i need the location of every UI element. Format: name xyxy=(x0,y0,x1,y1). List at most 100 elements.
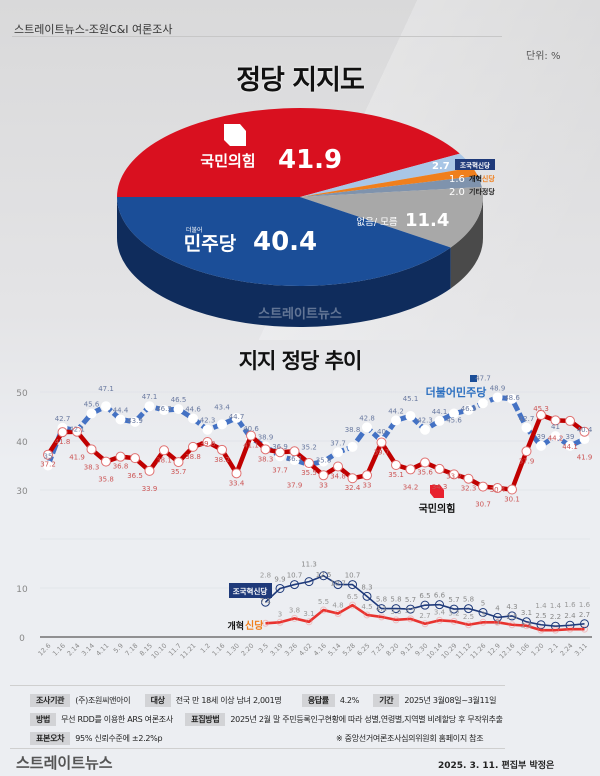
data-label: 1.4 xyxy=(550,602,562,610)
data-point xyxy=(449,408,459,419)
value-target: 전국 만 18세 이상 남녀 2,001명 xyxy=(175,696,282,705)
data-point xyxy=(565,415,575,426)
slice-label-ppp: 국민의힘 xyxy=(200,152,255,170)
data-label: 43.4 xyxy=(214,403,230,411)
data-label: 38.9 xyxy=(258,433,274,441)
data-point xyxy=(507,484,517,495)
x-tick-label: 9.12 xyxy=(399,642,415,658)
data-label: 43.9 xyxy=(127,417,143,425)
data-label: 37.7 xyxy=(330,439,346,447)
pie-slice xyxy=(117,197,451,286)
data-point xyxy=(347,473,358,484)
data-label: 46.3 xyxy=(461,405,477,413)
data-point xyxy=(391,415,401,426)
data-label: 41.9 xyxy=(577,454,593,462)
data-label: 33 xyxy=(363,481,372,489)
data-point xyxy=(231,412,242,423)
data-point xyxy=(566,625,574,633)
data-point xyxy=(217,419,227,430)
data-label: 42.3 xyxy=(200,417,216,425)
data-label: 41.8 xyxy=(55,438,71,446)
data-label: 30.4 xyxy=(490,486,506,494)
data-point xyxy=(420,424,430,435)
y-tick-label: 30 xyxy=(16,487,28,497)
data-point xyxy=(463,405,474,416)
data-point xyxy=(144,401,155,412)
data-label: 8.3 xyxy=(361,583,372,591)
data-point xyxy=(377,604,386,614)
x-tick-label: 1.20 xyxy=(530,642,546,658)
data-label: 6.5 xyxy=(347,593,358,601)
data-point xyxy=(579,426,590,437)
data-point xyxy=(492,483,503,494)
trend-title: 지지 정당 추이 xyxy=(238,349,363,373)
data-label: 4 xyxy=(495,604,500,612)
x-tick-label: 3.26 xyxy=(283,642,299,658)
slice-value-other: 2.0 xyxy=(449,187,465,198)
legend-ppp: 국민의힘 xyxy=(419,502,456,515)
brand-logo: 스트레이트뉴스 xyxy=(16,754,113,772)
slice-label-other: 기타정당 xyxy=(469,187,495,196)
reform-name-part-b: 신당 xyxy=(482,174,495,183)
data-point xyxy=(231,468,242,479)
value-agency: (주)조원씨앤아이 xyxy=(75,696,131,705)
data-label: 38.3 xyxy=(258,455,274,463)
data-point xyxy=(478,608,488,617)
data-point xyxy=(521,446,532,457)
data-label: 2.4 xyxy=(564,612,576,620)
data-point xyxy=(405,411,416,422)
divider xyxy=(10,685,505,686)
credit: 2025. 3. 11. 편집부 박정은 xyxy=(438,761,555,771)
data-point xyxy=(348,580,357,590)
data-point xyxy=(580,619,589,629)
data-label: 44.4 xyxy=(113,406,129,414)
slice-value-cho: 2.7 xyxy=(432,161,450,172)
slice-label-reform: 개혁신당 xyxy=(469,174,495,183)
legend-minjoo: 더불어민주당 xyxy=(426,385,487,399)
data-label: 44.2 xyxy=(388,407,404,415)
data-point xyxy=(159,405,169,416)
data-point xyxy=(202,436,213,447)
data-label: 39 xyxy=(537,433,546,441)
data-label: 12.5 xyxy=(316,571,332,579)
data-label: 33.4 xyxy=(229,479,245,487)
data-label: 33.2 xyxy=(446,472,462,480)
x-tick-label: 11.21 xyxy=(179,642,198,661)
data-label: 39.7 xyxy=(374,448,390,456)
data-label: 45.6 xyxy=(446,417,462,425)
cho-party-badge xyxy=(455,159,495,170)
footer-note: ※ 중앙선거여론조사심의위원회 홈페이지 참조 xyxy=(336,734,484,743)
data-label: 5.8 xyxy=(390,596,401,604)
data-label: 41 xyxy=(551,423,560,431)
data-label: 34.8 xyxy=(330,472,346,480)
data-point xyxy=(434,463,445,474)
data-point xyxy=(508,621,516,629)
data-label: 1.6 xyxy=(564,601,576,609)
data-label: 40 xyxy=(377,428,386,436)
data-point xyxy=(420,457,430,468)
data-point xyxy=(159,445,169,456)
data-point xyxy=(507,393,517,404)
data-point xyxy=(378,613,385,621)
pie-side-4 xyxy=(450,197,483,289)
data-point xyxy=(391,460,401,471)
label-agency: 조사기관 xyxy=(30,694,71,707)
x-tick-label: 1.16 xyxy=(211,642,227,658)
data-point xyxy=(304,458,314,469)
data-label: 38.8 xyxy=(185,453,201,461)
data-point xyxy=(565,440,575,451)
divider xyxy=(10,748,505,749)
data-label: 10.7 xyxy=(345,572,361,580)
slice-label-minjoo-small: 더불어 xyxy=(186,226,203,234)
watermark: 스트레이트뉴스 xyxy=(258,306,342,322)
x-tick-label: 3.14 xyxy=(80,642,96,658)
data-label: 45.1 xyxy=(403,395,419,403)
data-label: 35.7 xyxy=(171,468,187,476)
data-label: 42.3 xyxy=(417,417,433,425)
data-label: 47.7 xyxy=(475,374,491,382)
data-label: 7.1 xyxy=(260,597,271,605)
data-point xyxy=(188,413,198,424)
data-label: 37.9 xyxy=(519,457,535,465)
data-point xyxy=(261,597,270,607)
